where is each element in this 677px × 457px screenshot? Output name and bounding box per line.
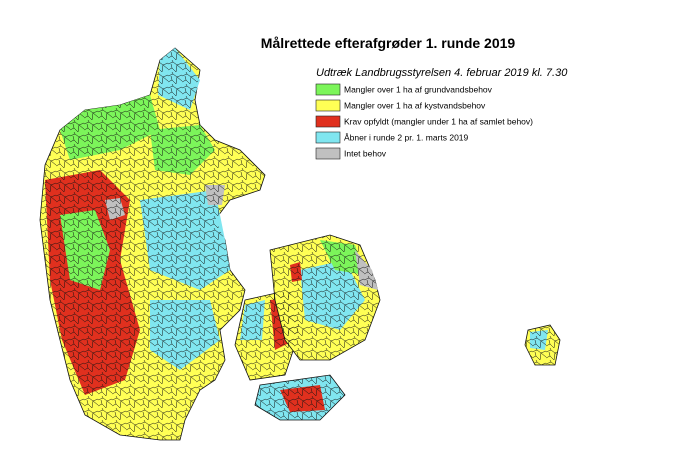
- map-title: Målrettede efterafgrøder 1. runde 2019: [261, 35, 516, 51]
- legend-label: Mangler over 1 ha af kystvandsbehov: [344, 100, 486, 110]
- legend-swatch: [315, 115, 341, 128]
- legend-label: Mangler over 1 ha af grundvandsbehov: [344, 84, 493, 94]
- map-subtitle: Udtræk Landbrugsstyrelsen 4. februar 201…: [316, 67, 568, 79]
- legend-label: Åbner i runde 2 pr. 1. marts 2019: [344, 132, 469, 142]
- legend-swatch: [315, 83, 341, 96]
- legend-label: Intet behov: [344, 148, 387, 158]
- legend-swatch: [315, 99, 341, 112]
- legend-swatch: [315, 147, 341, 160]
- legend: Mangler over 1 ha af grundvandsbehov Mang…: [315, 83, 533, 160]
- parcel-texture: [40, 48, 560, 440]
- legend-swatch: [315, 131, 341, 144]
- legend-label: Krav opfyldt (mangler under 1 ha af saml…: [344, 116, 533, 126]
- map: [39, 47, 561, 441]
